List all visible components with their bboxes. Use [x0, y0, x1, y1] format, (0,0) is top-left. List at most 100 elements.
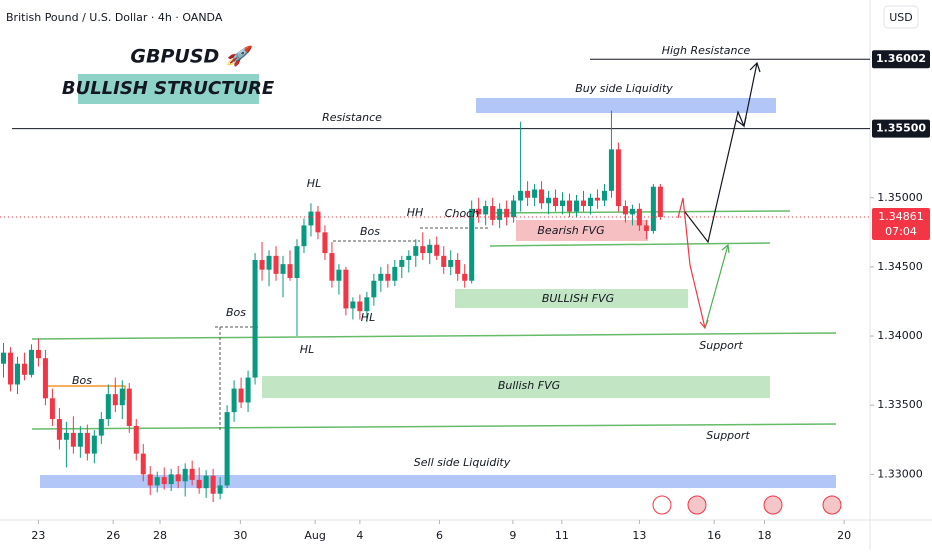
arrow-head — [735, 116, 747, 128]
annotations: GBPUSD 🚀 BULLISH STRUCTURE High Resistan… — [62, 44, 751, 469]
y-tick-label: 1.34500 — [877, 260, 923, 273]
candle-body — [203, 475, 209, 489]
x-tick-label: 9 — [509, 529, 516, 542]
candle-body — [615, 149, 621, 207]
candle-body — [511, 200, 517, 218]
candle-body — [266, 255, 272, 270]
annotation: Buy side Liquidity — [575, 82, 673, 95]
candle-body — [182, 468, 188, 482]
candle-body — [629, 208, 635, 215]
candle-body — [112, 394, 118, 406]
x-tick-label: 30 — [233, 529, 247, 542]
annotation: Bos — [226, 306, 246, 319]
candle-body — [140, 453, 146, 475]
x-tick-label: 20 — [837, 529, 851, 542]
candle-body — [483, 206, 489, 215]
annotation: High Resistance — [662, 44, 751, 57]
candle-body — [14, 363, 20, 385]
annotation: Support — [699, 339, 743, 352]
y-tick-label: 1.33000 — [877, 467, 923, 480]
candles — [0, 58, 870, 503]
bullish-fvg-zone — [262, 376, 770, 398]
candle-body — [0, 352, 7, 364]
candle-body — [643, 225, 649, 231]
currency-label[interactable]: USD — [889, 11, 913, 24]
bos-line — [45, 385, 126, 400]
annotation: Support — [706, 429, 750, 442]
candle-body — [371, 280, 377, 298]
candle-body — [21, 363, 27, 375]
x-tick-label: 23 — [31, 529, 45, 542]
candle-body — [657, 186, 663, 217]
candle-body — [594, 197, 600, 201]
candle-body — [49, 398, 55, 420]
candle-body — [105, 394, 111, 420]
x-tick-label: 4 — [356, 529, 363, 542]
candle-body — [287, 264, 293, 278]
candle-body — [385, 273, 391, 281]
candle-body — [357, 301, 363, 312]
candle-body — [518, 190, 524, 201]
price-badge-label: 1.35500 — [876, 122, 926, 135]
candle-body — [329, 253, 335, 281]
annotation: Bos — [360, 225, 380, 238]
annotation: BULLISH FVG — [542, 292, 614, 305]
x-tick-label: Aug — [304, 529, 325, 542]
candle-body — [98, 419, 104, 436]
candle-body — [399, 260, 405, 267]
candle-body — [259, 260, 265, 270]
projection-arrow — [704, 244, 729, 329]
candle-body — [238, 388, 244, 403]
x-tick-label: 26 — [106, 529, 120, 542]
candle-body — [560, 200, 566, 207]
projection-arrow — [684, 62, 758, 244]
structure-label: BULLISH STRUCTURE — [62, 78, 275, 99]
candle-body — [154, 477, 160, 486]
drawings — [31, 61, 837, 430]
candle-body — [133, 425, 139, 454]
candle-body — [196, 479, 202, 489]
candle-body — [448, 260, 454, 267]
candle-body — [301, 225, 307, 247]
candle-body — [650, 186, 656, 231]
candle-body — [553, 197, 559, 207]
candle-body — [294, 246, 300, 278]
currency-button[interactable] — [883, 5, 919, 29]
candle-body — [175, 474, 181, 482]
support-line — [31, 423, 837, 430]
candle-body — [413, 246, 419, 256]
zones — [40, 74, 836, 488]
x-tick-label: 11 — [555, 529, 569, 542]
price-badge-label: 1.36002 — [876, 52, 926, 65]
candle-body — [119, 388, 125, 406]
candle-body — [636, 208, 642, 226]
candle-body — [252, 260, 258, 378]
candle-body — [7, 352, 13, 385]
candle-body — [126, 388, 132, 426]
candle-body — [601, 190, 607, 201]
candle-body — [42, 358, 48, 399]
structure-box — [78, 74, 259, 104]
candle-body — [161, 477, 167, 485]
x-tick-label: 28 — [153, 529, 167, 542]
annotation: Choch — [445, 207, 479, 220]
event-icon — [822, 495, 842, 515]
x-tick-label: 16 — [707, 529, 721, 542]
candle-body — [434, 244, 440, 256]
candle-body — [56, 419, 62, 440]
event-icon — [763, 495, 783, 515]
candle-body — [273, 255, 279, 274]
candle-body — [245, 377, 251, 403]
candle-body — [406, 255, 412, 260]
candle-body — [210, 475, 216, 494]
event-icons — [652, 495, 842, 515]
annotation: HL — [300, 343, 314, 356]
x-tick-label: 18 — [757, 529, 771, 542]
annotation: Bearish FVG — [537, 224, 604, 237]
price-badge — [872, 50, 930, 69]
trend-line — [489, 242, 771, 247]
axes: 1.33000 1.33500 1.34000 1.34500 1.35000 23 26 2… — [31, 50, 930, 542]
event-icon — [652, 495, 672, 515]
candle-body — [364, 297, 370, 312]
